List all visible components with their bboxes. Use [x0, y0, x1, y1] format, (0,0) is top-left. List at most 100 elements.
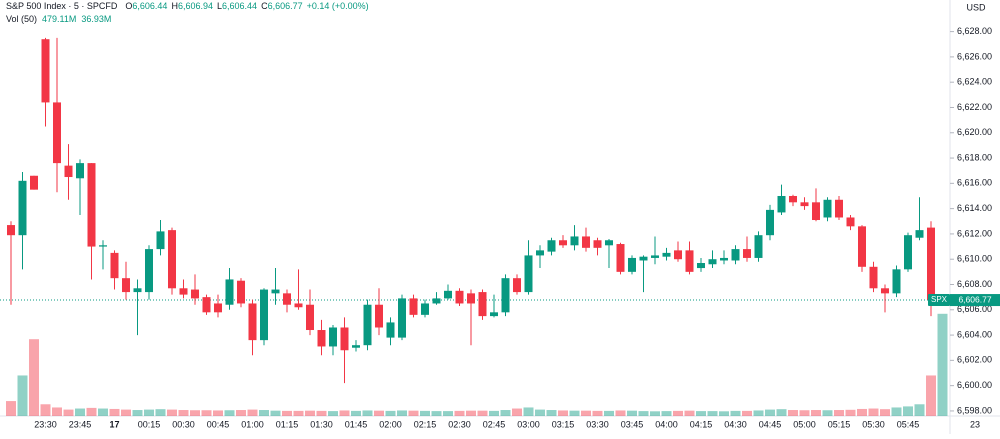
candle-body — [536, 250, 544, 256]
x-tick-label: 05:15 — [828, 419, 851, 429]
candle-body — [133, 288, 142, 293]
volume-bar — [868, 408, 879, 416]
volume-bar — [86, 407, 97, 416]
candle-body — [869, 266, 878, 289]
candle-body — [547, 240, 556, 252]
y-tick-label: 6,624.00 — [957, 77, 992, 87]
x-tick-label: 02:15 — [414, 419, 437, 429]
x-tick-label: 23:45 — [69, 419, 92, 429]
candle-body — [283, 293, 291, 305]
candle-body — [432, 298, 441, 304]
candle-body — [708, 259, 717, 265]
volume-bar — [144, 409, 154, 416]
chart-title: S&P 500 Index · 5 · SPCFD — [6, 1, 118, 11]
volume-bar — [604, 410, 614, 416]
volume-bar — [339, 410, 350, 416]
symbol-tag — [928, 294, 950, 307]
volume-bar — [385, 410, 396, 416]
x-tick-label: 17 — [109, 419, 119, 429]
volume-bar — [592, 410, 603, 416]
volume-bar — [236, 410, 246, 416]
volume-bar — [742, 410, 752, 416]
last-price-label: 6,606.77 — [958, 294, 991, 304]
candle-body — [754, 235, 763, 258]
candle-body — [593, 240, 602, 248]
candle-body — [628, 257, 636, 272]
volume-bar — [558, 410, 568, 416]
volume-value: 36.93M — [81, 14, 111, 24]
candle-body — [812, 202, 820, 221]
candle-body — [386, 322, 395, 338]
candle-body — [248, 303, 257, 341]
candle-body — [766, 209, 774, 236]
volume-bar — [788, 410, 798, 416]
candle-body — [76, 163, 84, 179]
ohlc-value: 6,606.44 — [132, 1, 167, 11]
volume-bar — [29, 339, 39, 416]
candle-body — [800, 202, 809, 207]
candle-body — [467, 293, 475, 304]
y-tick-label: 6,600.00 — [957, 380, 992, 390]
volume-header: Vol (50) 479.11M 36.93M — [6, 14, 111, 24]
volume-bar — [40, 404, 51, 416]
volume-bar — [224, 410, 235, 416]
candle-body — [191, 289, 199, 299]
candle-body — [444, 290, 452, 299]
candle-body — [490, 312, 498, 317]
y-tick-label: 6,610.00 — [957, 254, 992, 264]
volume-bar — [489, 410, 499, 416]
header: S&P 500 Index · 5 · SPCFD O6,606.44 H6,606… — [6, 1, 369, 11]
candle-body — [892, 269, 901, 294]
x-tick-label: 02:30 — [448, 419, 471, 429]
volume-bar — [776, 409, 787, 416]
volume-bar — [374, 410, 384, 416]
volume-bar — [397, 410, 407, 416]
candle-body — [858, 226, 866, 267]
candle-body — [674, 250, 682, 260]
volume-bar — [466, 410, 476, 416]
candle-body — [41, 39, 50, 103]
candle-body — [145, 249, 153, 293]
volume-bar — [167, 409, 177, 416]
volume-bar — [546, 410, 557, 416]
volume-bar — [569, 410, 580, 416]
x-tick-label: 05:45 — [897, 419, 920, 429]
volume-bar — [408, 410, 419, 416]
volume-bar — [420, 410, 430, 416]
candle-body — [329, 327, 337, 347]
volume-bar — [351, 410, 361, 416]
volume-bar — [834, 410, 844, 416]
volume-bar — [454, 410, 465, 416]
candle-body — [582, 236, 590, 248]
candle-body — [846, 217, 855, 227]
volume-bar — [903, 406, 913, 416]
volume-value: 479.11M — [42, 14, 76, 24]
ohlc-key: C — [261, 1, 268, 11]
volume-bar — [845, 409, 856, 416]
candle-body — [697, 263, 705, 269]
volume-bar — [259, 410, 269, 416]
x-tick-label: 01:15 — [276, 419, 299, 429]
x-tick-label: 05:00 — [793, 419, 816, 429]
candle-body — [237, 280, 245, 304]
volume-bar — [914, 404, 925, 416]
volume-bar — [52, 407, 62, 416]
y-tick-label: 6,622.00 — [957, 102, 992, 112]
candle-body — [731, 249, 740, 261]
volume-bar — [822, 410, 833, 416]
volume-bar — [213, 410, 223, 416]
candle-body — [260, 289, 268, 341]
candle-body — [99, 245, 107, 247]
x-tick-label: 04:00 — [655, 419, 678, 429]
candle-body — [478, 292, 487, 317]
candle-body — [685, 250, 694, 272]
volume-bar — [650, 411, 660, 416]
volume-bar — [880, 409, 890, 416]
candle-body — [904, 235, 912, 270]
volume-bar — [719, 411, 729, 416]
volume-bar — [6, 401, 16, 416]
x-tick-label: 02:00 — [379, 419, 402, 429]
y-tick-label: 6,608.00 — [957, 279, 992, 289]
y-tick-label: 6,626.00 — [957, 51, 992, 61]
